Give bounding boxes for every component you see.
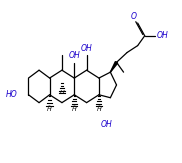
Text: OH: OH — [157, 31, 169, 40]
Text: OH: OH — [101, 120, 113, 129]
Text: HO: HO — [6, 90, 18, 99]
Text: $\bar{H}$: $\bar{H}$ — [46, 105, 53, 114]
Text: OH: OH — [81, 44, 92, 52]
Text: $\bar{H}$: $\bar{H}$ — [71, 105, 78, 114]
Text: OH: OH — [68, 51, 80, 60]
Polygon shape — [110, 62, 118, 72]
Text: O: O — [131, 12, 137, 21]
Text: $\bar{H}$: $\bar{H}$ — [59, 88, 65, 97]
Text: $\bar{H}$: $\bar{H}$ — [96, 105, 102, 114]
